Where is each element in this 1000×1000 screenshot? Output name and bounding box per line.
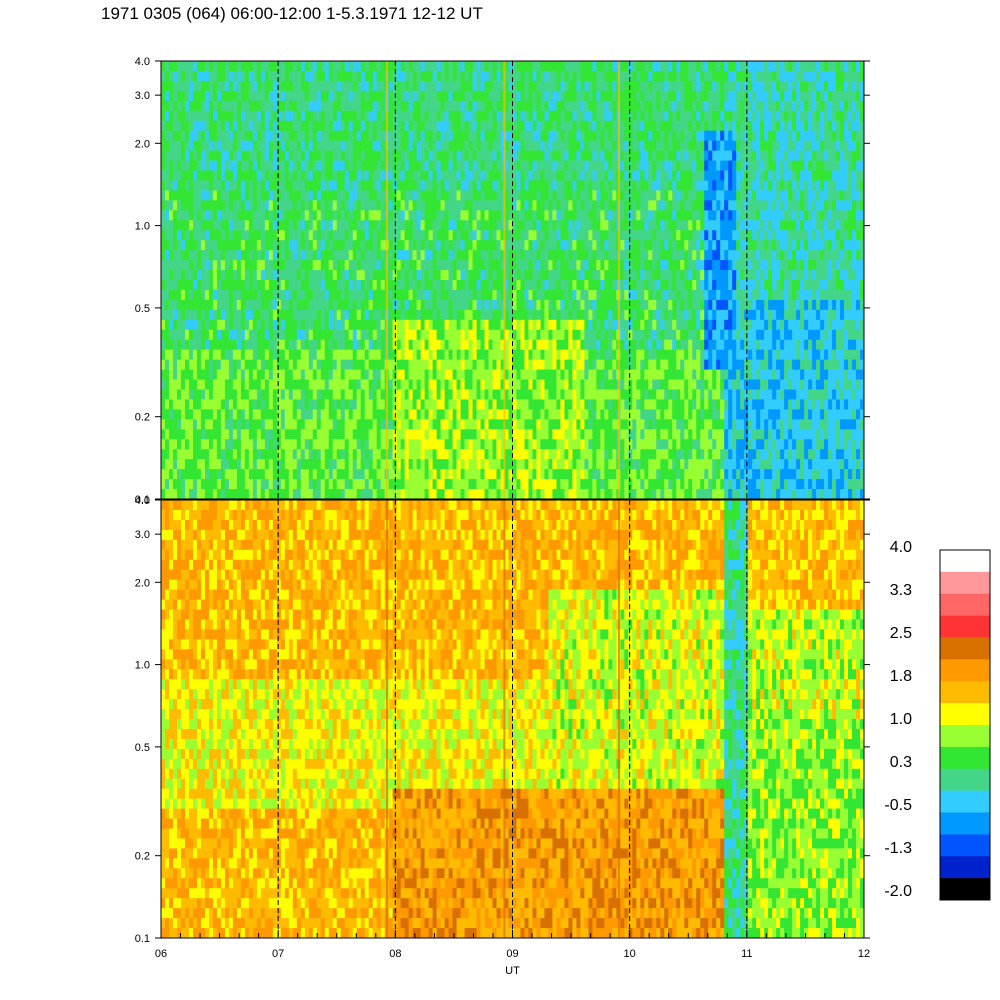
colorbar-swatch [940,703,990,726]
y-tick-label: 0.5 [135,742,150,754]
panel-frame [160,60,865,500]
colorbar-label: 2.5 [890,625,912,642]
y-tick-label: 2.0 [135,577,150,589]
x-tick-label: 09 [506,948,518,960]
y-tick-label: 0.2 [135,851,150,863]
y-tick-label: 0.2 [135,412,150,424]
y-tick-label: 2.0 [135,138,150,150]
y-tick-label: 1.0 [135,221,150,233]
colorbar-swatch [940,571,990,595]
colorbar-swatch [940,637,990,660]
colorbar-swatch [940,812,990,835]
colorbar-swatch [940,659,990,682]
colorbar-label: -2.0 [884,883,912,900]
colorbar-swatch [940,725,990,748]
x-axis-label: UT [505,965,520,977]
colorbar-label: 1.8 [890,668,912,685]
colorbar: 4.0 3.3 2.5 1.8 1.0 0.3 -0.5 -1.3 -2.0 [884,539,991,901]
x-tick-label: 07 [272,948,284,960]
y-tick-label: 0.1 [135,494,150,506]
colorbar-swatch [940,681,990,704]
colorbar-label: 3.3 [890,582,912,599]
x-tick-label: 10 [624,948,636,960]
colorbar-swatch [940,768,990,792]
y-tick-label: 4.0 [135,56,150,68]
colorbar-label: 4.0 [890,539,912,556]
x-tick-label: 11 [741,948,752,960]
colorbar-swatch [940,746,990,770]
colorbar-swatch [940,878,990,901]
colorbar-swatch [940,790,990,813]
colorbar-swatch [940,593,990,617]
y-tick-label: 0.5 [135,303,150,315]
colorbar-swatch [940,856,990,879]
colorbar-swatch [940,834,990,857]
y-tick-label: 3.0 [135,529,150,541]
x-tick-label: 08 [389,948,401,960]
colorbar-label: -0.5 [884,797,912,814]
y-tick-label: 3.0 [135,90,150,102]
colorbar-swatch [940,550,990,573]
y-tick-label: 1.0 [135,660,150,672]
x-tick-label: 06 [155,948,167,960]
bottom-spectrogram-panel [161,500,864,938]
colorbar-label: 1.0 [890,711,912,728]
y-tick-label: 4.0 [135,495,150,507]
colorbar-swatch [940,615,990,638]
x-tick-label: 12 [858,948,870,960]
top-spectrogram-panel [161,61,864,499]
chart-title: 1971 0305 (064) 06:00-12:00 1-5.3.1971 1… [101,4,483,23]
axes-overlay: 4.03.02.01.00.50.20.14.03.02.01.00.50.20… [135,56,870,977]
y-tick-label: 0.1 [135,933,150,945]
colorbar-label: -1.3 [884,840,912,857]
colorbar-label: 0.3 [890,754,912,771]
